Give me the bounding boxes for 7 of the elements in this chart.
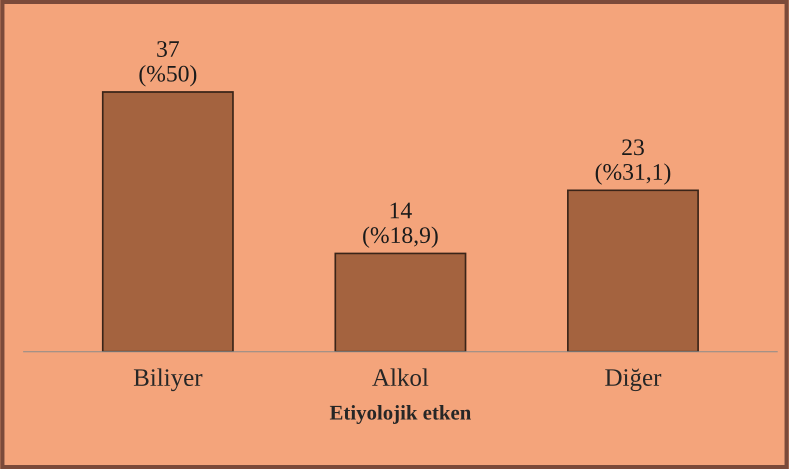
x-axis-title: Etiyolojik etken xyxy=(330,405,471,424)
x-tick-label: Alkol xyxy=(372,368,428,386)
data-label: 23 (%31,1) xyxy=(596,139,670,185)
x-tick-label: Diğer xyxy=(605,368,662,392)
data-label: 37 (%50) xyxy=(139,41,196,86)
data-label: 14 (%18,9) xyxy=(363,202,438,248)
x-tick-label: Biliyer xyxy=(134,368,202,392)
